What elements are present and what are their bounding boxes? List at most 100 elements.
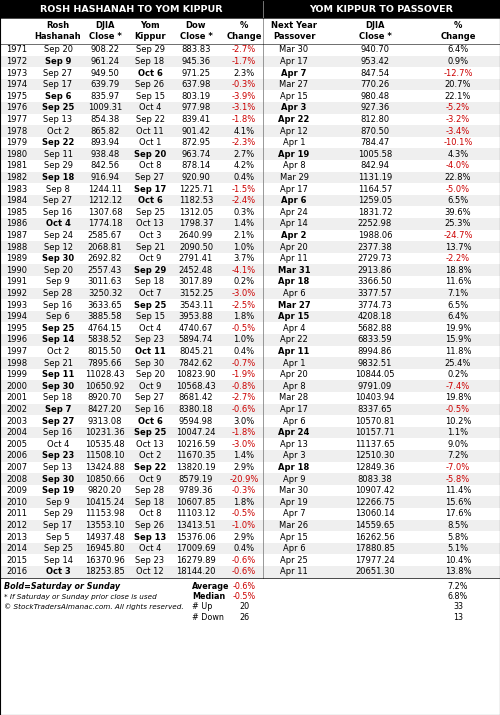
Text: 920.90: 920.90 xyxy=(182,173,210,182)
Text: 33: 33 xyxy=(453,602,463,611)
Text: %
Change: % Change xyxy=(226,21,262,41)
Text: Mar 27: Mar 27 xyxy=(280,80,308,89)
Text: 1182.53: 1182.53 xyxy=(179,196,213,205)
Text: Apr 15: Apr 15 xyxy=(278,312,310,321)
Text: 7895.66: 7895.66 xyxy=(88,358,122,368)
Text: 2.7%: 2.7% xyxy=(234,149,254,159)
Text: 847.54: 847.54 xyxy=(360,69,390,77)
Text: 1979: 1979 xyxy=(6,138,28,147)
Bar xyxy=(0,265,500,276)
Text: 2009: 2009 xyxy=(6,486,28,495)
Text: 7.1%: 7.1% xyxy=(448,289,468,298)
Text: Sep 17: Sep 17 xyxy=(44,80,72,89)
Bar xyxy=(0,345,500,358)
Bar xyxy=(0,485,500,496)
Text: 18253.85: 18253.85 xyxy=(85,567,125,576)
Text: 10.2%: 10.2% xyxy=(445,417,471,425)
Text: 8380.18: 8380.18 xyxy=(178,405,214,414)
Text: Yom
Kippur: Yom Kippur xyxy=(134,21,166,41)
Text: Sep 19: Sep 19 xyxy=(42,486,74,495)
Text: Sep 12: Sep 12 xyxy=(44,242,72,252)
Text: Sep 27: Sep 27 xyxy=(136,173,164,182)
Text: Oct 1: Oct 1 xyxy=(139,138,161,147)
Text: Apr 6: Apr 6 xyxy=(282,289,306,298)
Text: 11670.35: 11670.35 xyxy=(176,451,216,460)
Text: 15.6%: 15.6% xyxy=(445,498,471,507)
Text: 18.8%: 18.8% xyxy=(444,266,471,275)
Text: -0.8%: -0.8% xyxy=(232,382,256,390)
Text: 927.36: 927.36 xyxy=(360,103,390,112)
Text: Apr 4: Apr 4 xyxy=(283,324,305,332)
Text: Sep 28: Sep 28 xyxy=(136,486,164,495)
Text: Oct 8: Oct 8 xyxy=(139,509,161,518)
Text: Sep 27: Sep 27 xyxy=(136,393,164,403)
Text: 1995: 1995 xyxy=(6,324,28,332)
Text: 3885.58: 3885.58 xyxy=(88,312,122,321)
Text: Apr 9: Apr 9 xyxy=(283,475,305,483)
Text: Oct 2: Oct 2 xyxy=(139,451,161,460)
Text: 4.1%: 4.1% xyxy=(234,127,254,136)
Text: 6833.59: 6833.59 xyxy=(358,335,392,345)
Text: Oct 4: Oct 4 xyxy=(46,220,70,228)
Text: Oct 9: Oct 9 xyxy=(139,475,161,483)
Text: Apr 3: Apr 3 xyxy=(282,103,306,112)
Text: 2252.98: 2252.98 xyxy=(358,220,392,228)
Text: Oct 13: Oct 13 xyxy=(136,220,164,228)
Text: 1986: 1986 xyxy=(6,220,28,228)
Text: Mar 29: Mar 29 xyxy=(280,173,308,182)
Text: Bold=Saturday or Sunday: Bold=Saturday or Sunday xyxy=(4,582,120,591)
Text: Apr 13: Apr 13 xyxy=(280,440,308,449)
Text: Oct 4: Oct 4 xyxy=(139,324,161,332)
Text: Sep 20: Sep 20 xyxy=(44,266,72,275)
Text: 6.4%: 6.4% xyxy=(448,312,468,321)
Text: Sep 18: Sep 18 xyxy=(44,393,72,403)
Bar xyxy=(0,0,263,18)
Text: Oct 2: Oct 2 xyxy=(47,127,69,136)
Text: 10157.71: 10157.71 xyxy=(355,428,395,437)
Text: 25.4%: 25.4% xyxy=(445,358,471,368)
Text: 2377.38: 2377.38 xyxy=(358,242,392,252)
Text: 2007: 2007 xyxy=(6,463,28,472)
Text: Sep 13: Sep 13 xyxy=(134,533,166,541)
Text: 1774.18: 1774.18 xyxy=(88,220,122,228)
Text: -1.0%: -1.0% xyxy=(232,521,256,530)
Text: 20.7%: 20.7% xyxy=(445,80,471,89)
Text: 2004: 2004 xyxy=(6,428,28,437)
Text: Sep 14: Sep 14 xyxy=(44,556,72,565)
Text: 1971: 1971 xyxy=(6,45,28,54)
Bar xyxy=(263,0,500,18)
Text: 13060.14: 13060.14 xyxy=(355,509,395,518)
Text: 901.42: 901.42 xyxy=(182,127,210,136)
Text: 16945.80: 16945.80 xyxy=(85,544,125,553)
Text: -5.0%: -5.0% xyxy=(446,184,470,194)
Text: Oct 6: Oct 6 xyxy=(138,196,162,205)
Text: 1.0%: 1.0% xyxy=(234,335,254,345)
Text: 14937.48: 14937.48 xyxy=(85,533,125,541)
Text: 1972: 1972 xyxy=(6,57,28,66)
Text: -3.4%: -3.4% xyxy=(446,127,470,136)
Text: Sep 20: Sep 20 xyxy=(44,45,72,54)
Text: Sep 16: Sep 16 xyxy=(44,300,72,310)
Text: Apr 3: Apr 3 xyxy=(282,451,306,460)
Text: 1005.58: 1005.58 xyxy=(358,149,392,159)
Text: 9820.20: 9820.20 xyxy=(88,486,122,495)
Text: 8015.50: 8015.50 xyxy=(88,347,122,356)
Text: 22.8%: 22.8% xyxy=(445,173,471,182)
Text: -1.7%: -1.7% xyxy=(232,57,256,66)
Text: 938.48: 938.48 xyxy=(90,149,120,159)
Text: 842.94: 842.94 xyxy=(360,162,390,170)
Text: Sep 17: Sep 17 xyxy=(44,521,72,530)
Text: # Down: # Down xyxy=(192,613,224,622)
Text: Dow
Close *: Dow Close * xyxy=(180,21,212,41)
Text: 12849.36: 12849.36 xyxy=(355,463,395,472)
Bar xyxy=(0,299,500,311)
Text: 0.2%: 0.2% xyxy=(234,277,254,286)
Text: 1.1%: 1.1% xyxy=(448,428,468,437)
Bar xyxy=(0,392,500,403)
Text: 953.42: 953.42 xyxy=(360,57,390,66)
Text: 10844.05: 10844.05 xyxy=(355,370,395,379)
Text: 2.3%: 2.3% xyxy=(234,69,254,77)
Text: Apr 18: Apr 18 xyxy=(278,277,310,286)
Text: 2452.48: 2452.48 xyxy=(179,266,213,275)
Text: 1994: 1994 xyxy=(6,312,28,321)
